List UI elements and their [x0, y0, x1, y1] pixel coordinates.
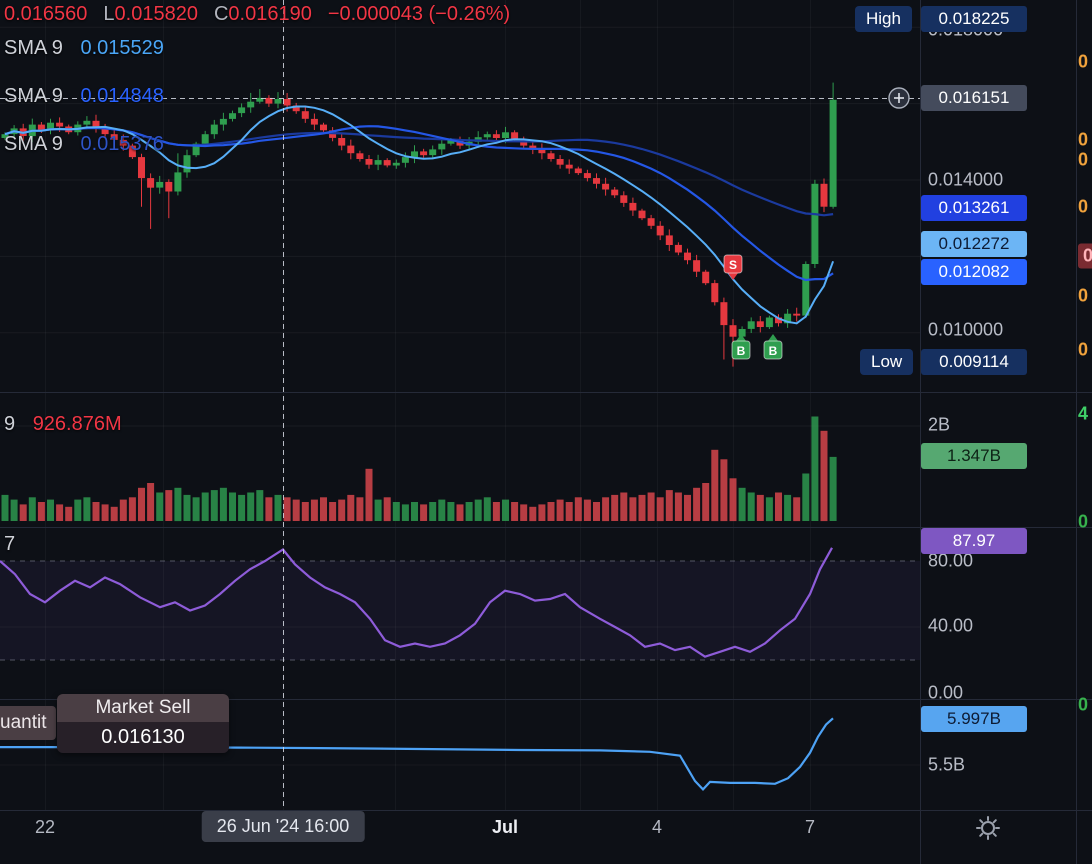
sma-label: SMA 9 — [4, 37, 63, 59]
low-value-badge: 0.009114 — [921, 349, 1027, 375]
buy-marker[interactable]: B — [731, 334, 751, 360]
ohlc-token: L0.015820 — [103, 3, 198, 25]
right-edge-fragment: 0 — [1078, 51, 1089, 72]
axis-value-badge: 5.997B — [921, 706, 1027, 732]
order-tooltip-title: Market Sell — [57, 694, 229, 722]
volume-legend[interactable]: 9 926.876M — [4, 413, 122, 436]
oscillator-pane[interactable] — [0, 528, 920, 700]
settings-gear-icon[interactable] — [972, 812, 1004, 844]
low-label-badge: Low — [860, 349, 914, 375]
ohlc-readout: 0.016560 L0.015820 C0.016190 −0.000043 (−0.… — [4, 3, 526, 26]
svg-text:B: B — [737, 344, 746, 358]
time-axis-separator — [0, 810, 1092, 811]
pane-separator — [0, 392, 1092, 393]
price-pane[interactable]: S B B — [0, 0, 920, 392]
svg-text:S: S — [729, 258, 737, 272]
order-tooltip-value: 0.016130 — [57, 722, 229, 753]
grid-line-vertical — [505, 0, 506, 810]
price-axis-separator — [920, 0, 921, 864]
ohlc-value: 0.016560 — [4, 3, 88, 25]
indicator-legend-sma-1[interactable]: SMA 9 0.015529 — [4, 37, 164, 60]
right-edge-fragment: 0 — [1078, 149, 1089, 170]
right-edge-fragment: 4 — [1078, 403, 1089, 424]
sma-label: SMA 9 — [4, 85, 63, 107]
axis-label: 0.014000 — [928, 169, 1004, 190]
crosshair-plus-icon[interactable] — [887, 86, 911, 110]
axis-label: 2B — [928, 414, 951, 435]
axis-label: 0.010000 — [928, 319, 1004, 340]
cut-tooltip-fragment: uantit — [0, 706, 56, 740]
right-edge-fragment: 0 — [1078, 196, 1089, 217]
crosshair-price-badge: 0.016151 — [921, 85, 1027, 111]
crosshair-vertical-line — [283, 0, 284, 810]
axis-value-badge: 0.012272 — [921, 231, 1027, 257]
right-edge-fragment: 0 — [1078, 511, 1089, 532]
axis-value-badge: 87.97 — [921, 528, 1027, 554]
ohlc-prefix: C — [213, 3, 229, 25]
right-edge-fragment: 0 — [1078, 339, 1089, 360]
right-edge-fragment: 0 — [1078, 694, 1089, 715]
grid-line-vertical — [580, 0, 581, 810]
crosshair-horizontal-line — [0, 98, 920, 99]
pane-separator — [0, 527, 1092, 528]
time-label: 4 — [651, 817, 663, 837]
grid-line-vertical — [163, 0, 164, 810]
buy-marker[interactable]: B — [763, 334, 783, 360]
oscillator-legend[interactable]: 7 — [4, 533, 27, 556]
grid-line-vertical — [395, 0, 396, 810]
oscillator-legend-prefix: 7 — [4, 533, 16, 555]
volume-legend-value: 926.876M — [32, 413, 122, 435]
order-tooltip: Market Sell 0.016130 — [57, 694, 229, 753]
pane-separator — [0, 699, 1092, 700]
ohlc-token: C0.016190 — [214, 3, 312, 25]
right-edge-separator — [1076, 0, 1077, 864]
flow-pane[interactable] — [0, 700, 920, 810]
ohlc-value: −0.000043 (−0.26%) — [327, 3, 511, 25]
ohlc-token: −0.000043 (−0.26%) — [328, 3, 510, 25]
axis-label: 80.00 — [928, 550, 974, 571]
svg-text:B: B — [769, 344, 778, 358]
axis-label: 0.00 — [928, 682, 964, 703]
crosshair-time-badge: 26 Jun '24 16:00 — [201, 811, 365, 842]
axis-label: 40.00 — [928, 615, 974, 636]
time-label: Jul — [491, 817, 519, 837]
grid-line-vertical — [657, 0, 658, 810]
volume-legend-prefix: 9 — [4, 413, 16, 435]
indicator-legend-sma-3[interactable]: SMA 9 0.015376 — [4, 133, 164, 156]
right-edge-fragment: 0 — [1078, 243, 1092, 269]
high-value-badge: 0.018225 — [921, 6, 1027, 32]
high-label-badge: High — [855, 6, 912, 32]
sma-label: SMA 9 — [4, 133, 63, 155]
sell-marker[interactable]: S — [723, 254, 743, 280]
sma-value: 0.015529 — [80, 37, 164, 59]
time-label: 22 — [34, 817, 56, 837]
grid-line-vertical — [45, 0, 46, 810]
ohlc-value: 0.015820 — [114, 3, 198, 25]
axis-value-badge: 0.012082 — [921, 259, 1027, 285]
time-label: 7 — [804, 817, 816, 837]
axis-value-badge: 0.013261 — [921, 195, 1027, 221]
ohlc-prefix: L — [103, 3, 115, 25]
axis-value-badge: 1.347B — [921, 443, 1027, 469]
sma-value: 0.014848 — [80, 85, 164, 107]
ohlc-value: 0.016190 — [228, 3, 312, 25]
sma-value: 0.015376 — [80, 133, 164, 155]
axis-label: 5.5B — [928, 754, 966, 775]
grid-line-vertical — [733, 0, 734, 810]
grid-line-vertical — [810, 0, 811, 810]
ohlc-token: 0.016560 — [4, 3, 87, 25]
volume-pane[interactable] — [0, 392, 920, 528]
right-edge-fragment: 0 — [1078, 285, 1089, 306]
right-edge-fragment: 0 — [1078, 129, 1089, 150]
indicator-legend-sma-2[interactable]: SMA 9 0.014848 — [4, 85, 164, 108]
